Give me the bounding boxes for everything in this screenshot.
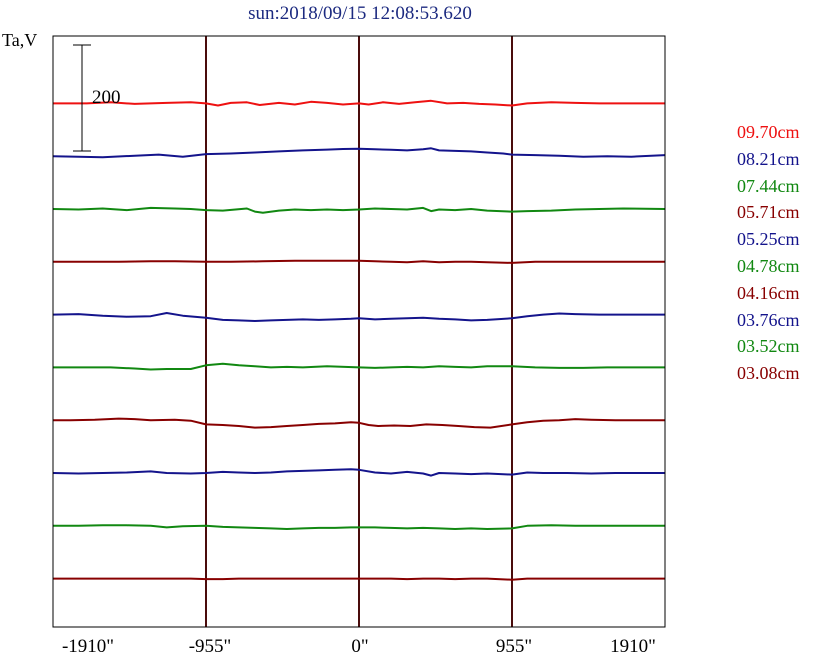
- x-tick-label: -1910": [61, 636, 115, 657]
- y-axis-label: Ta,V: [2, 30, 38, 50]
- scale-bar-label: 200: [92, 87, 121, 108]
- series-line: [52, 147, 666, 159]
- series-line: [53, 417, 665, 429]
- legend-entry: 07.44cm: [737, 175, 800, 196]
- x-tick-label: -955": [188, 636, 232, 657]
- legend-entry: 05.25cm: [737, 229, 800, 250]
- series-line: [53, 577, 665, 581]
- legend-entry: 09.70cm: [737, 122, 800, 142]
- x-tick-label: 955": [495, 636, 533, 657]
- legend-entry: 03.52cm: [737, 336, 800, 357]
- series-line: [52, 468, 665, 477]
- legend: 09.70cm 08.21cm 07.44cm 05.71cm 05.25cm …: [737, 119, 800, 387]
- chart-title: sun:2018/09/15 12:08:53.620: [248, 3, 472, 24]
- series-line: [53, 362, 665, 371]
- grid-layer: [205, 36, 513, 627]
- series-layer: [52, 99, 666, 581]
- series-line: [53, 99, 665, 107]
- series-line: [52, 206, 666, 214]
- series-line: [53, 524, 665, 530]
- x-tick-label: 0": [351, 636, 369, 657]
- legend-entry: 03.08cm: [737, 363, 800, 384]
- plot-frame: [52, 35, 666, 628]
- series-line: [52, 312, 665, 322]
- legend-entry: 08.21cm: [737, 148, 800, 169]
- legend-entry: 05.71cm: [737, 202, 800, 223]
- legend-entry: 03.76cm: [737, 309, 800, 330]
- x-tick-label: 1910": [610, 636, 656, 657]
- series-line: [53, 259, 665, 264]
- scale-bar: [73, 44, 91, 152]
- legend-entry: 04.78cm: [737, 255, 800, 276]
- legend-entry: 04.16cm: [737, 282, 800, 303]
